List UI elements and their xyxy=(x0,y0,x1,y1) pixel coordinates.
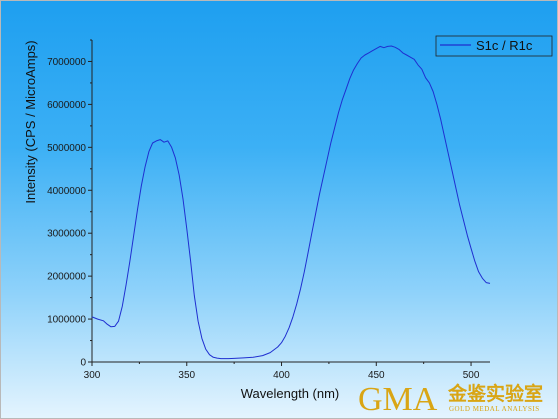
y-tick-label: 6000000 xyxy=(47,100,86,111)
x-tick-label: 350 xyxy=(178,370,195,381)
series-layer xyxy=(91,45,491,360)
x-tick-label: 500 xyxy=(463,370,480,381)
logo-tagline: GOLD MEDAL ANALYSIS xyxy=(449,405,540,413)
legend: S1c / R1c xyxy=(435,35,553,57)
series-line xyxy=(91,45,491,360)
legend-label: S1c / R1c xyxy=(476,38,533,53)
legend-box xyxy=(435,35,553,57)
x-axis-title: Wavelength (nm) xyxy=(241,386,340,401)
logo-brand: GMA xyxy=(358,381,438,418)
logo-chinese: 金鉴实验室 xyxy=(447,382,543,405)
y-tick-label: 7000000 xyxy=(47,57,86,68)
gma-logo: GMA 金鉴实验室 GOLD MEDAL ANALYSIS xyxy=(358,381,543,418)
x-tick-label: 400 xyxy=(273,370,290,381)
axes xyxy=(91,40,490,363)
y-tick-label: 4000000 xyxy=(47,186,86,197)
y-tick-label: 3000000 xyxy=(47,229,86,240)
y-tick-label: 1000000 xyxy=(47,315,86,326)
ticks: 300 350 400 450 500 0 1000000 2000000 3000000 400… xyxy=(47,39,480,381)
y-axis-title: Intensity (CPS / MicroAmps) xyxy=(23,40,38,203)
y-tick-label: 5000000 xyxy=(47,143,86,154)
y-tick-label: 0 xyxy=(80,358,86,369)
x-tick-label: 300 xyxy=(84,370,101,381)
x-tick-label: 450 xyxy=(368,370,385,381)
y-tick-label: 2000000 xyxy=(47,272,86,283)
